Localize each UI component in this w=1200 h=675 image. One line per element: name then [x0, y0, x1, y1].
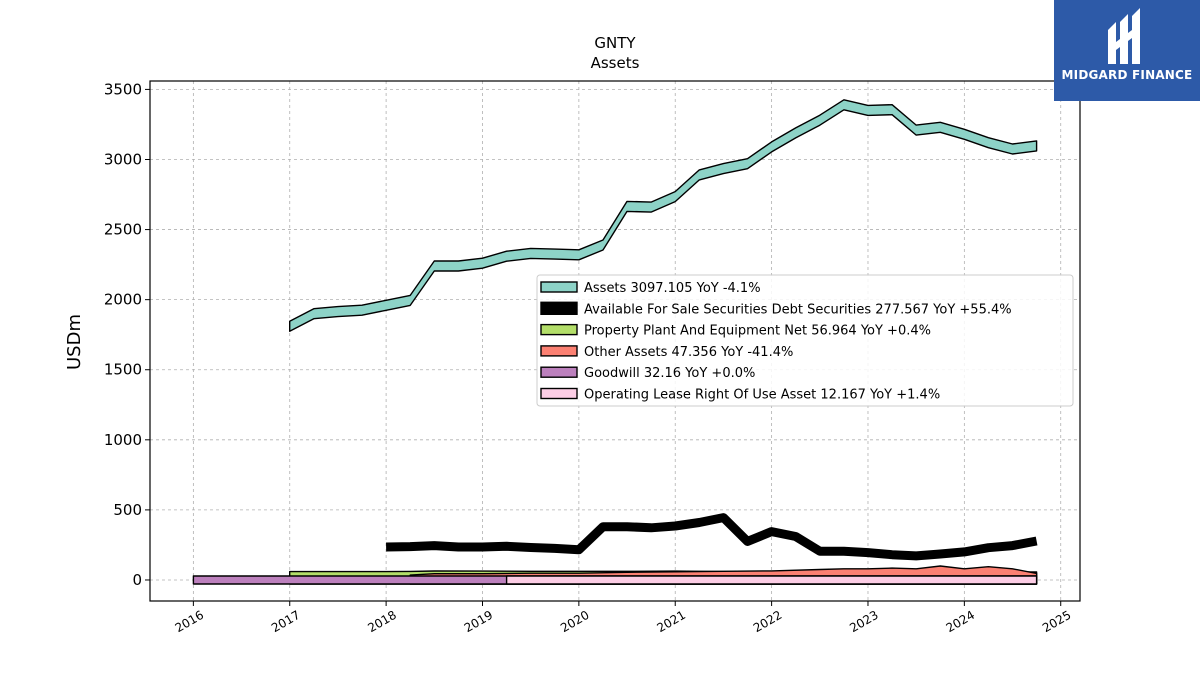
series-layer — [192, 99, 1038, 585]
legend-swatch — [540, 387, 578, 400]
legend: Assets 3097.105 YoY -4.1% Available For S… — [536, 274, 1074, 407]
brand-name: MIDGARD FINANCE — [1061, 68, 1193, 82]
x-tick-label: 2016 — [173, 608, 206, 635]
x-tick-label: 2024 — [944, 608, 977, 635]
legend-entry: Assets 3097.105 YoY -4.1% — [584, 281, 761, 296]
y-tick-label: 3000 — [104, 150, 142, 168]
brand-logo: MIDGARD FINANCE — [1054, 0, 1200, 101]
series-assets — [289, 99, 1038, 332]
y-tick-label: 500 — [113, 501, 142, 519]
plot-frame — [149, 80, 1081, 602]
y-tick-label: 2000 — [104, 291, 142, 309]
chart-title: GNTY — [594, 34, 636, 52]
legend-swatch — [540, 301, 578, 315]
legend-swatch — [540, 281, 578, 293]
x-tick-label: 2019 — [462, 608, 495, 635]
y-tick-label: 0 — [132, 571, 142, 589]
x-tick-label: 2020 — [558, 608, 591, 635]
legend-swatch — [540, 345, 578, 357]
y-tick-label: 1500 — [104, 361, 142, 379]
legend-entry: Other Assets 47.356 YoY -41.4% — [584, 345, 793, 360]
chart-subtitle: Assets — [591, 54, 640, 72]
legend-entry: Property Plant And Equipment Net 56.964 … — [584, 324, 931, 339]
series-operating-lease-right-of-use-asset — [505, 575, 1038, 585]
y-tick-label: 2500 — [104, 221, 142, 239]
y-axis-label: USDm — [64, 314, 85, 370]
x-tick-label: 2023 — [847, 608, 880, 635]
x-tick-label: 2021 — [655, 608, 688, 635]
legend-box — [536, 274, 1074, 407]
legend-swatch — [540, 366, 578, 378]
midgard-logo-icon — [1108, 8, 1140, 64]
series-available-for-sale-securities-debt-securities — [386, 513, 1038, 561]
x-tick-label: 2025 — [1040, 608, 1073, 635]
legend-swatch — [540, 323, 578, 336]
legend-entry: Goodwill 32.16 YoY +0.0% — [584, 366, 755, 381]
x-tick-label: 2022 — [751, 608, 784, 635]
legend-entry: Operating Lease Right Of Use Asset 12.16… — [584, 388, 940, 403]
legend-entry: Available For Sale Securities Debt Secur… — [584, 302, 1012, 317]
x-tick-label: 2018 — [365, 608, 398, 635]
y-tick-label: 3500 — [104, 80, 142, 98]
y-tick-label: 1000 — [104, 431, 142, 449]
x-tick-label: 2017 — [269, 608, 302, 635]
